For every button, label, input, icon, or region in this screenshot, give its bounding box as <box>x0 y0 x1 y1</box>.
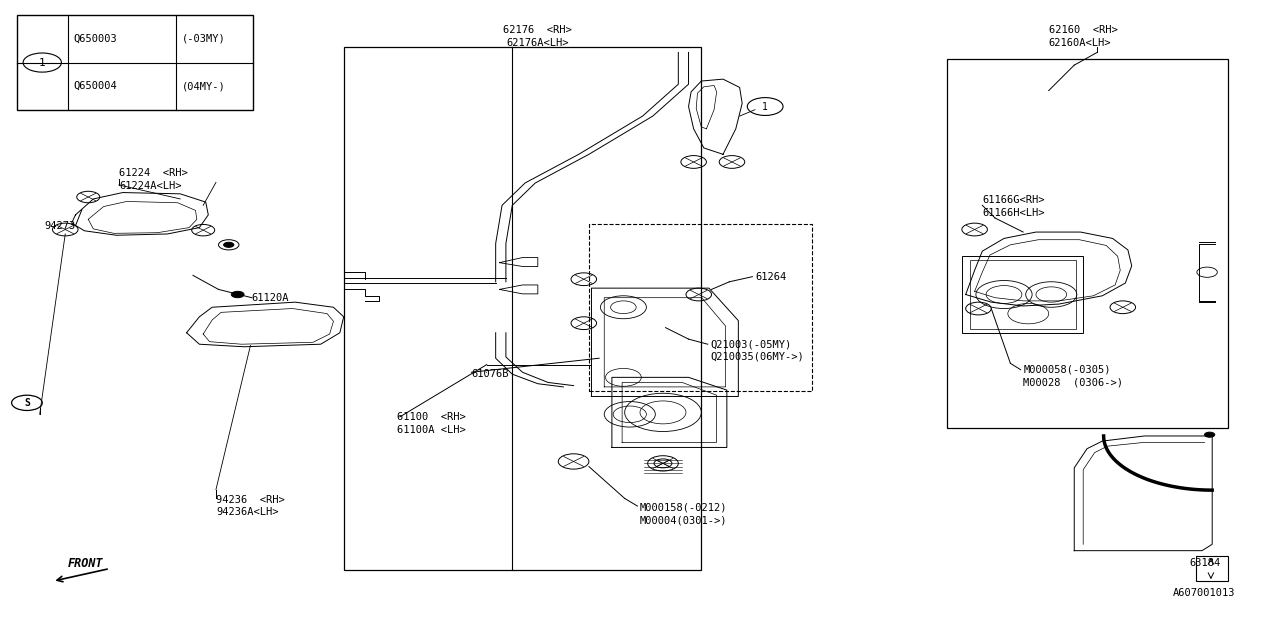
Text: S: S <box>24 398 29 408</box>
Text: 63184: 63184 <box>1189 559 1220 568</box>
Text: 1: 1 <box>762 102 768 111</box>
Text: (-03MY): (-03MY) <box>182 34 225 44</box>
Text: 62176  <RH>: 62176 <RH> <box>503 25 572 35</box>
Text: 61224A<LH>: 61224A<LH> <box>119 181 182 191</box>
Text: M000158(-0212): M000158(-0212) <box>640 503 727 513</box>
Bar <box>17 15 253 109</box>
Bar <box>961 256 1083 333</box>
Text: Q21003(-05MY): Q21003(-05MY) <box>710 339 791 349</box>
Text: 61166H<LH>: 61166H<LH> <box>982 208 1044 218</box>
Text: 61076B: 61076B <box>471 369 509 379</box>
Text: (04MY-): (04MY-) <box>182 81 225 91</box>
Text: Q210035(06MY->): Q210035(06MY->) <box>710 352 804 362</box>
Text: 94273: 94273 <box>45 221 76 230</box>
Text: 94236  <RH>: 94236 <RH> <box>216 495 284 505</box>
Text: 94236A<LH>: 94236A<LH> <box>216 508 279 518</box>
Circle shape <box>224 243 234 247</box>
Text: 62160A<LH>: 62160A<LH> <box>1048 38 1111 48</box>
Text: M00028  (0306->): M00028 (0306->) <box>1023 378 1123 387</box>
Text: 61100A <LH>: 61100A <LH> <box>397 424 466 435</box>
Bar <box>946 59 1228 428</box>
Bar <box>1196 556 1228 581</box>
Text: A607001013: A607001013 <box>1174 588 1235 598</box>
Text: 61100  <RH>: 61100 <RH> <box>397 412 466 422</box>
Bar <box>969 260 1075 329</box>
Text: 1: 1 <box>38 58 46 68</box>
Text: 62160  <RH>: 62160 <RH> <box>1048 25 1117 35</box>
Text: Q650004: Q650004 <box>73 81 116 91</box>
Text: 61120A: 61120A <box>252 292 289 303</box>
Text: 61166G<RH>: 61166G<RH> <box>982 195 1044 205</box>
Circle shape <box>232 291 244 298</box>
Text: Q650003: Q650003 <box>73 34 116 44</box>
Circle shape <box>1204 432 1215 437</box>
Text: FRONT: FRONT <box>68 557 104 570</box>
Text: 62176A<LH>: 62176A<LH> <box>507 38 570 48</box>
Text: 61264: 61264 <box>755 271 786 282</box>
Text: M000058(-0305): M000058(-0305) <box>1023 365 1111 374</box>
Text: M00004(0301->): M00004(0301->) <box>640 516 727 525</box>
Text: 61224  <RH>: 61224 <RH> <box>119 168 188 179</box>
Bar <box>589 225 813 392</box>
Bar <box>344 47 701 570</box>
